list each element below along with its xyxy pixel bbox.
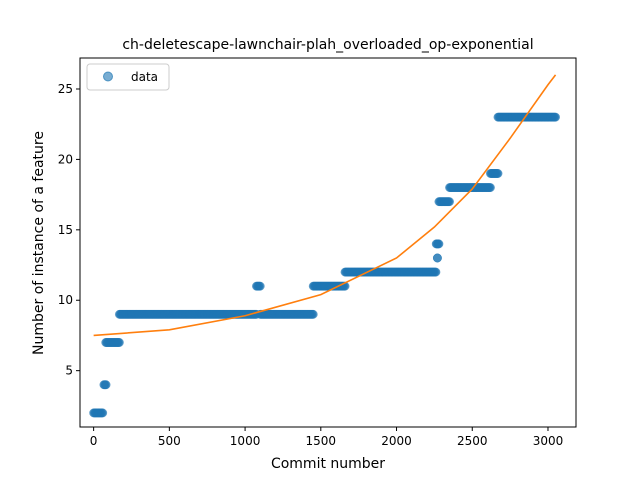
data-point-run bbox=[432, 253, 442, 263]
legend-label-data: data bbox=[131, 70, 158, 84]
chart-title: ch-deletescape-lawnchair-plah_overloaded… bbox=[122, 37, 533, 53]
y-tick-label: 5 bbox=[65, 364, 73, 378]
y-tick-label: 20 bbox=[58, 152, 73, 166]
legend: data bbox=[86, 63, 170, 91]
x-tick-label: 1000 bbox=[230, 434, 261, 448]
data-point-run bbox=[101, 338, 124, 347]
fit-layer bbox=[93, 74, 557, 337]
fit-line bbox=[93, 74, 557, 337]
data-point bbox=[551, 112, 560, 122]
data-point-run bbox=[255, 309, 318, 319]
data-point-run bbox=[114, 309, 261, 319]
legend-marker-data bbox=[103, 71, 113, 82]
data-point bbox=[101, 380, 111, 390]
x-axis-label: Commit number bbox=[271, 456, 385, 472]
data-point bbox=[493, 169, 503, 178]
x-tick-label: 500 bbox=[158, 434, 181, 448]
y-tick-label: 25 bbox=[58, 82, 73, 96]
data-point bbox=[98, 408, 108, 418]
data-point-run bbox=[493, 112, 560, 122]
data-point bbox=[485, 183, 495, 193]
data-point-run bbox=[340, 267, 441, 277]
data-point bbox=[445, 197, 454, 207]
y-axis: 5 10 15 20 25 bbox=[58, 82, 80, 378]
x-tick-label: 1500 bbox=[306, 434, 337, 448]
data-point-run bbox=[89, 408, 108, 418]
data-point-run bbox=[485, 169, 503, 178]
data-point-run bbox=[431, 239, 444, 249]
legend-box bbox=[86, 63, 170, 91]
data-point-run bbox=[251, 281, 265, 291]
y-axis-label: Number of instance of a feature bbox=[31, 131, 47, 355]
y-tick-label: 10 bbox=[58, 293, 73, 307]
x-axis: 0 500 1000 1500 2000 2500 3000 bbox=[90, 427, 563, 448]
data-point-run bbox=[434, 197, 454, 207]
x-tick-label: 2000 bbox=[381, 434, 412, 448]
y-tick-label: 15 bbox=[58, 223, 73, 237]
data-point-run bbox=[445, 183, 495, 193]
plot-frame bbox=[79, 57, 577, 428]
data-point bbox=[255, 281, 265, 291]
data-point bbox=[432, 253, 442, 263]
data-point bbox=[431, 267, 441, 277]
x-tick-label: 3000 bbox=[533, 434, 564, 448]
data-point-run bbox=[308, 281, 350, 291]
x-tick-label: 0 bbox=[90, 434, 98, 448]
data-point-run bbox=[99, 380, 111, 390]
data-layer bbox=[89, 112, 560, 418]
x-tick-label: 2500 bbox=[457, 434, 488, 448]
data-point bbox=[308, 309, 318, 319]
data-point bbox=[114, 338, 124, 347]
data-point bbox=[434, 239, 444, 249]
